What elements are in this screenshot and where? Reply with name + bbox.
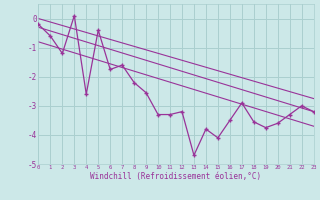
X-axis label: Windchill (Refroidissement éolien,°C): Windchill (Refroidissement éolien,°C) (91, 172, 261, 181)
